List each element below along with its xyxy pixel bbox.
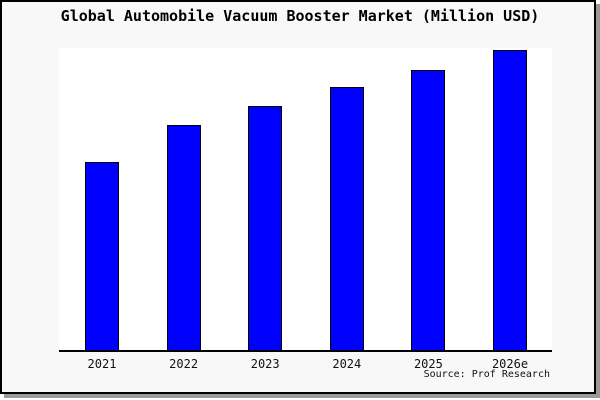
plot-area [59,48,552,352]
x-tick-label-2022: 2022 [169,357,199,371]
source-credit: Source: Prof Research [423,369,550,380]
chart-title: Global Automobile Vacuum Booster Market … [60,7,540,25]
x-tick-label-2023: 2023 [250,357,280,371]
x-axis-labels: 2021 2022 2023 2024 2025 2026e [59,357,552,373]
x-tick-label-2024: 2024 [332,357,362,371]
x-tick-label-2026e: 2026e [491,357,529,371]
bar-2021 [85,162,119,350]
x-tick-label-2021: 2021 [87,357,117,371]
x-tick-label-2025: 2025 [413,357,443,371]
bar-2025 [411,70,446,350]
bar-2022 [166,125,201,350]
bar-2024 [329,87,364,350]
bar-2023 [248,106,283,350]
bar-2026e [493,50,527,350]
